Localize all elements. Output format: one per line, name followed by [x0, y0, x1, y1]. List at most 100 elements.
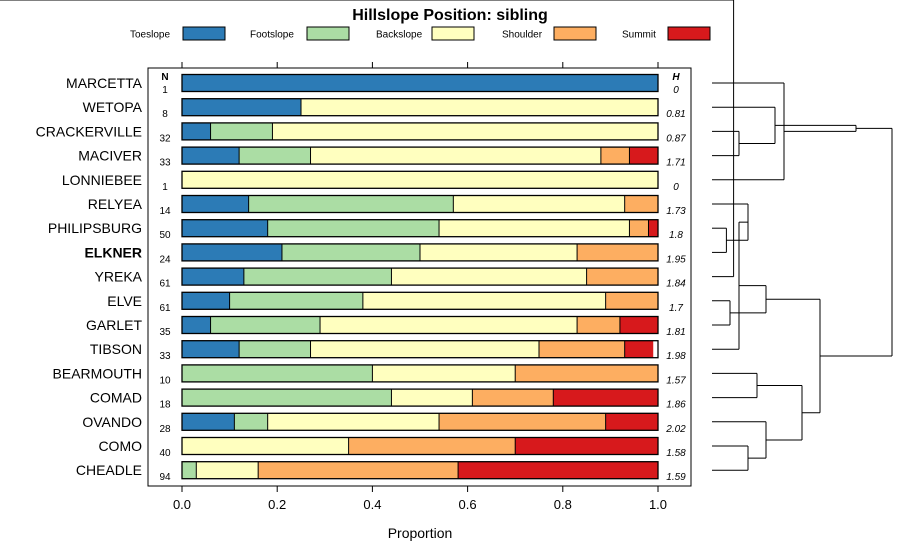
- row-label-wetopa: WETOPA: [83, 99, 143, 115]
- bar-outline-marcetta: [181, 73, 659, 93]
- bar-segment-bearmouth-footslope: [182, 364, 373, 382]
- bar-outline-cheadle: [181, 461, 659, 480]
- h-label-garlet: 1.81: [666, 327, 685, 338]
- row-label-marcetta: MARCETTA: [66, 75, 143, 91]
- n-label-ovando: 28: [159, 424, 171, 435]
- x-axis: 0.0 0.2 0.4 0.6 0.8 1.0: [173, 62, 667, 512]
- bar-outline-elve: [181, 291, 659, 310]
- x-axis-title: Proportion: [388, 525, 453, 541]
- bar-segment-tibson-toeslope: [182, 340, 240, 358]
- bar-segment-comad-footslope: [182, 389, 392, 407]
- bar-segment-marcetta-toeslope: [182, 74, 658, 92]
- dendrogram: [0, 0, 893, 471]
- h-label-marcetta: 0: [673, 85, 679, 96]
- bar-segment-relyea-backslope: [453, 195, 625, 213]
- h-label-elkner: 1.95: [666, 254, 686, 265]
- bar-segment-philipsburg-footslope: [267, 219, 440, 237]
- h-label-relyea: 1.73: [666, 206, 686, 217]
- bar-outline-relyea: [181, 194, 659, 214]
- bar-segment-elve-toeslope: [182, 292, 230, 310]
- bar-segment-tibson-backslope: [310, 340, 539, 358]
- bar-segment-ovando-summit: [605, 413, 658, 431]
- bar-segment-relyea-shoulder: [624, 195, 658, 213]
- h-label-maciver: 1.71: [666, 158, 685, 169]
- bar-outline-wetopa: [181, 98, 659, 117]
- bar-segment-comad-summit: [553, 389, 658, 407]
- bar-outline-lonniebee: [181, 170, 659, 189]
- row-label-philipsburg: PHILIPSBURG: [48, 220, 142, 236]
- bar-segment-relyea-footslope: [248, 195, 454, 213]
- bar-segment-ovando-footslope: [234, 413, 268, 431]
- bar-segment-bearmouth-backslope: [372, 364, 516, 382]
- x-tick-label-0-2: 0.2: [268, 497, 286, 512]
- x-tick-label-0-8: 0.8: [554, 497, 572, 512]
- legend-swatch-backslope: [431, 26, 475, 41]
- n-label-cheadle: 94: [159, 472, 171, 483]
- x-tick-label-1-0: 1.0: [649, 497, 667, 512]
- legend-label-toeslope: Toeslope: [130, 30, 170, 41]
- h-label-lonniebee: 0: [673, 182, 679, 193]
- legend-label-footslope: Footslope: [250, 30, 294, 41]
- row-label-elkner: ELKNER: [84, 244, 142, 260]
- row-label-bearmouth: BEARMOUTH: [53, 365, 142, 381]
- bar-segment-comad-shoulder: [472, 389, 554, 407]
- row-label-crackerville: CRACKERVILLE: [36, 123, 142, 139]
- n-label-elve: 61: [159, 303, 171, 314]
- bars: [181, 73, 659, 480]
- bar-segment-bearmouth-shoulder: [515, 364, 658, 382]
- n-label-wetopa: 8: [162, 109, 168, 120]
- bar-outline-ovando: [181, 412, 659, 431]
- row-label-como: COMO: [98, 438, 142, 454]
- bar-outline-tibson: [181, 340, 659, 359]
- bar-segment-cheadle-summit: [458, 461, 658, 479]
- bar-segment-ovando-backslope: [267, 413, 440, 431]
- bar-segment-yreka-backslope: [391, 268, 587, 286]
- bar-segment-yreka-toeslope: [182, 268, 244, 286]
- bar-segment-garlet-footslope: [210, 316, 321, 334]
- legend-label-summit: Summit: [622, 30, 656, 41]
- bar-segment-elve-shoulder: [605, 292, 658, 310]
- row-labels: MARCETTA WETOPA CRACKERVILLE MACIVER LONNIEB…: [36, 75, 143, 478]
- h-label-cheadle: 1.59: [666, 472, 686, 483]
- bar-segment-como-backslope: [182, 437, 349, 455]
- plot-frame: [147, 67, 692, 487]
- bar-segment-crackerville-toeslope: [182, 122, 211, 140]
- h-label-crackerville: 0.87: [666, 133, 686, 144]
- bar-outline-elkner: [181, 243, 659, 262]
- n-label-comad: 18: [159, 400, 171, 411]
- row-label-tibson: TIBSON: [90, 341, 142, 357]
- row-label-yreka: YREKA: [95, 269, 143, 285]
- h-label-ovando: 2.02: [665, 424, 686, 435]
- bar-segment-crackerville-footslope: [210, 122, 273, 140]
- row-label-lonniebee: LONNIEBEE: [62, 172, 142, 188]
- bar-segment-garlet-summit: [619, 316, 658, 334]
- row-label-comad: COMAD: [90, 390, 142, 406]
- bar-segment-garlet-backslope: [320, 316, 578, 334]
- bar-segment-garlet-toeslope: [182, 316, 211, 334]
- bar-segment-yreka-shoulder: [586, 268, 658, 286]
- bar-segment-philipsburg-toeslope: [182, 219, 268, 237]
- n-column-header: N: [161, 72, 168, 83]
- legend-swatch-footslope: [306, 26, 350, 41]
- h-label-wetopa: 0.81: [666, 109, 685, 120]
- n-label-garlet: 35: [159, 327, 171, 338]
- bar-segment-elkner-backslope: [420, 243, 578, 261]
- bar-segment-lonniebee-backslope: [182, 171, 658, 189]
- bar-outline-yreka: [181, 267, 659, 286]
- bar-segment-maciver-backslope: [310, 147, 601, 165]
- legend-swatch-shoulder: [553, 26, 597, 41]
- bar-segment-philipsburg-backslope: [439, 219, 630, 237]
- row-label-cheadle: CHEADLE: [76, 462, 142, 478]
- bar-segment-elve-footslope: [229, 292, 363, 310]
- h-label-philipsburg: 1.8: [669, 230, 683, 241]
- bar-segment-maciver-toeslope: [182, 147, 240, 165]
- h-label-comad: 1.86: [666, 400, 686, 411]
- h-label-bearmouth: 1.57: [666, 375, 686, 386]
- bar-segment-cheadle-footslope: [182, 461, 197, 479]
- legend-swatch-toeslope: [182, 26, 226, 41]
- bar-segment-cheadle-shoulder: [258, 461, 459, 479]
- bar-segment-ovando-shoulder: [439, 413, 606, 431]
- bar-segment-como-summit: [515, 437, 658, 455]
- x-tick-label-0-4: 0.4: [363, 497, 381, 512]
